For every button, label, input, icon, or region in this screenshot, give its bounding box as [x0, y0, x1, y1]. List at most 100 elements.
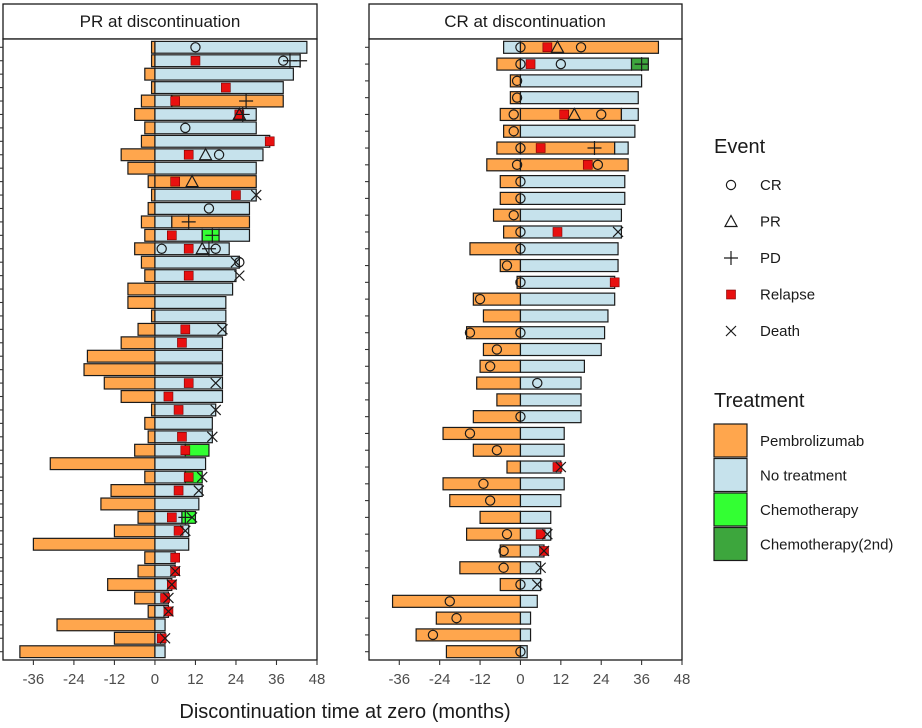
- event-pd-marker: [201, 241, 216, 256]
- patient-row: [365, 124, 636, 138]
- patient-row: [365, 208, 623, 222]
- bar-segment: [472, 410, 522, 424]
- legend-label: CR: [760, 177, 782, 194]
- patient-row: [0, 645, 166, 659]
- bars-right: [365, 40, 660, 659]
- event-pr-marker: [567, 107, 582, 121]
- bar-segment: [140, 94, 156, 108]
- bar-segment: [519, 645, 528, 659]
- event-relapse-marker: [552, 227, 563, 237]
- event-death-marker: [541, 528, 553, 540]
- bar-segment: [137, 322, 156, 336]
- bar-segment: [519, 611, 532, 625]
- legend-item-cr: CR: [725, 177, 782, 194]
- event-pr-marker: [185, 174, 200, 188]
- legend-swatch: [713, 423, 748, 458]
- bar-segment: [154, 497, 200, 511]
- event-cr-marker: [515, 193, 526, 204]
- event-pd-marker: [178, 510, 193, 525]
- x-axis-right: -36 -24 -12 0 12 24 36 48: [388, 660, 690, 688]
- patient-row: [365, 577, 543, 592]
- event-cr-marker: [515, 243, 526, 254]
- patient-row: [365, 40, 660, 54]
- bar-segment: [519, 309, 609, 323]
- bar-segment: [144, 416, 156, 430]
- patient-row: [365, 527, 553, 541]
- event-relapse-marker: [163, 391, 174, 402]
- bar-segment: [140, 255, 156, 269]
- event-pd-marker: [181, 214, 196, 229]
- patient-row: [0, 443, 210, 457]
- bar-segment: [519, 477, 565, 491]
- bar-segment: [144, 228, 156, 242]
- event-cr-marker: [515, 411, 526, 422]
- legend-cr-icon: [725, 179, 737, 191]
- patient-row: [0, 631, 171, 645]
- patient-row: [365, 275, 620, 289]
- event-relapse-marker: [542, 42, 553, 53]
- patient-row: [0, 336, 224, 350]
- x-tick-label: -36: [23, 671, 45, 688]
- event-pd-marker: [205, 228, 220, 243]
- bar-segment: [620, 107, 639, 122]
- legend: Event CR PR PD Relapse Death Treatment Pembr…: [713, 136, 893, 562]
- bar-segment: [519, 292, 616, 306]
- bar-segment: [519, 594, 538, 608]
- patient-row: [0, 564, 181, 578]
- bar-segment: [482, 309, 522, 323]
- patient-row: [0, 228, 251, 243]
- bar-segment: [86, 349, 156, 363]
- bar-segment: [113, 631, 156, 645]
- legend-events: CR PR PD Relapse Death: [723, 177, 815, 340]
- patient-row: [0, 134, 275, 148]
- event-relapse-marker: [180, 445, 191, 456]
- event-cr-marker: [515, 142, 526, 154]
- bar-segment: [614, 141, 629, 155]
- event-relapse-marker: [183, 378, 194, 388]
- event-death-marker: [163, 605, 174, 617]
- bar-segment: [519, 258, 619, 273]
- legend-label: PR: [760, 214, 781, 231]
- patient-row: [0, 67, 294, 81]
- event-cr-marker: [464, 327, 476, 338]
- legend-swatch: [713, 457, 748, 493]
- patient-row: [365, 141, 629, 156]
- patient-row: [0, 161, 257, 175]
- bar-segment: [154, 295, 227, 310]
- bar-segment: [137, 510, 156, 524]
- x-tick-label: 24: [593, 671, 610, 688]
- event-relapse-marker: [535, 143, 546, 153]
- bar-segment: [479, 510, 522, 524]
- patient-row: [365, 309, 609, 323]
- event-cr-marker: [498, 545, 509, 557]
- event-death-marker: [230, 256, 242, 268]
- event-cr-marker: [508, 209, 519, 221]
- bar-segment: [154, 389, 224, 404]
- x-tick-label: 12: [552, 671, 569, 688]
- event-cr-marker: [234, 256, 245, 268]
- bar-segment: [56, 618, 156, 632]
- legend-item-p: Pembrolizumab: [713, 423, 864, 458]
- bar-segment: [519, 74, 643, 88]
- bar-segment: [519, 326, 606, 340]
- event-pr-marker: [198, 147, 213, 161]
- bar-segment: [519, 628, 532, 642]
- patient-row: [365, 91, 639, 105]
- bar-segment: [519, 443, 565, 457]
- x-tick-label: -24: [63, 671, 85, 688]
- patient-row: [0, 430, 218, 444]
- bar-segment: [107, 578, 156, 592]
- event-cr-marker: [484, 495, 496, 506]
- bar-segment: [154, 524, 190, 538]
- bar-segment: [154, 363, 224, 377]
- event-death-marker: [163, 592, 174, 604]
- event-cr-marker: [515, 277, 526, 288]
- legend-item-n: No treatment: [713, 457, 848, 493]
- event-relapse-marker: [552, 462, 563, 472]
- patient-row: [0, 591, 174, 605]
- event-cr-marker: [180, 122, 191, 134]
- bar-segment: [154, 188, 257, 202]
- patient-row: [365, 158, 629, 172]
- event-death-marker: [217, 323, 228, 335]
- legend-treatment-title: Treatment: [714, 390, 805, 412]
